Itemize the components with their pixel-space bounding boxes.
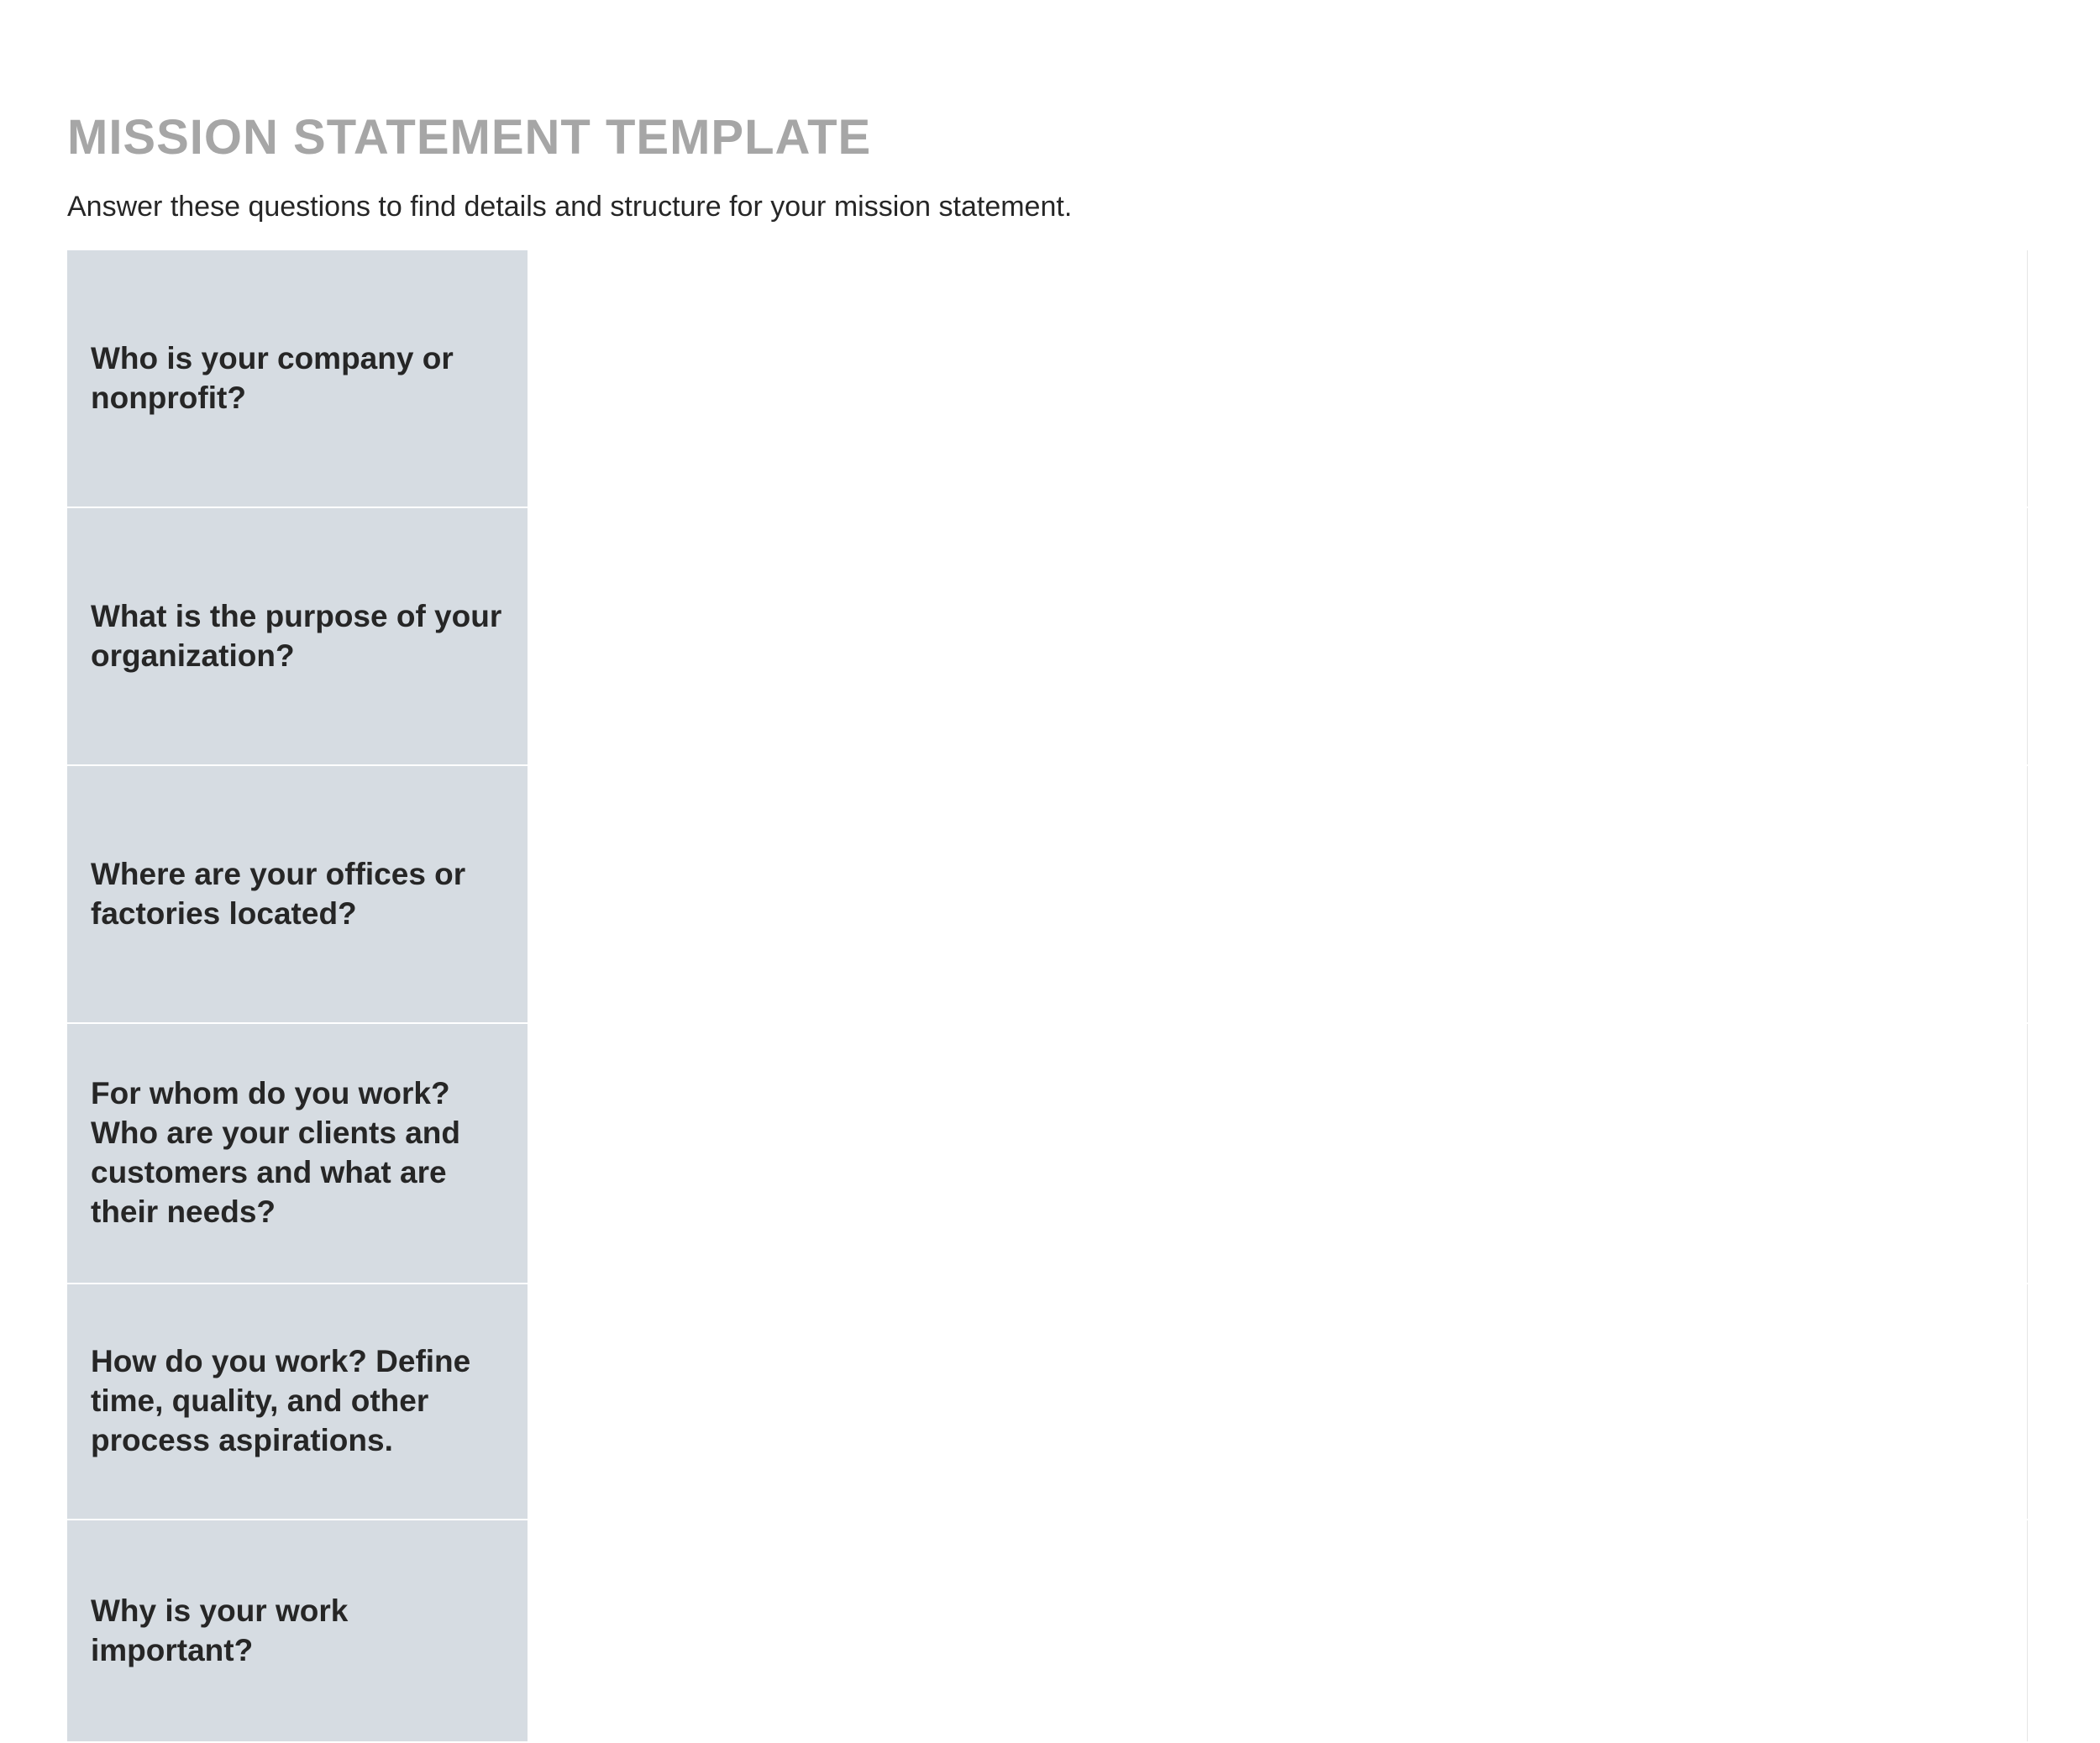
table-row: For whom do you work? Who are your clien… (67, 1023, 2028, 1284)
mission-questions-table: Who is your company or nonprofit? What i… (67, 249, 2028, 1743)
table-row: Where are your offices or factories loca… (67, 765, 2028, 1023)
answer-cell[interactable] (528, 765, 2028, 1023)
document-page: MISSION STATEMENT TEMPLATE Answer these … (0, 0, 2100, 1623)
question-label: How do you work? Define time, quality, a… (67, 1284, 528, 1520)
table-row: Who is your company or nonprofit? (67, 249, 2028, 507)
page-title: MISSION STATEMENT TEMPLATE (67, 109, 2033, 165)
page-subtitle: Answer these questions to find details a… (67, 191, 2033, 223)
answer-cell[interactable] (528, 1023, 2028, 1284)
question-label: Why is your work important? (67, 1520, 528, 1742)
question-label: Where are your offices or factories loca… (67, 765, 528, 1023)
table-row: Why is your work important? (67, 1520, 2028, 1742)
table-row: What is the purpose of your organization… (67, 507, 2028, 765)
answer-cell[interactable] (528, 1520, 2028, 1742)
question-label: For whom do you work? Who are your clien… (67, 1023, 528, 1284)
question-label: What is the purpose of your organization… (67, 507, 528, 765)
answer-cell[interactable] (528, 507, 2028, 765)
answer-cell[interactable] (528, 249, 2028, 507)
answer-cell[interactable] (528, 1284, 2028, 1520)
question-label: Who is your company or nonprofit? (67, 249, 528, 507)
table-row: How do you work? Define time, quality, a… (67, 1284, 2028, 1520)
